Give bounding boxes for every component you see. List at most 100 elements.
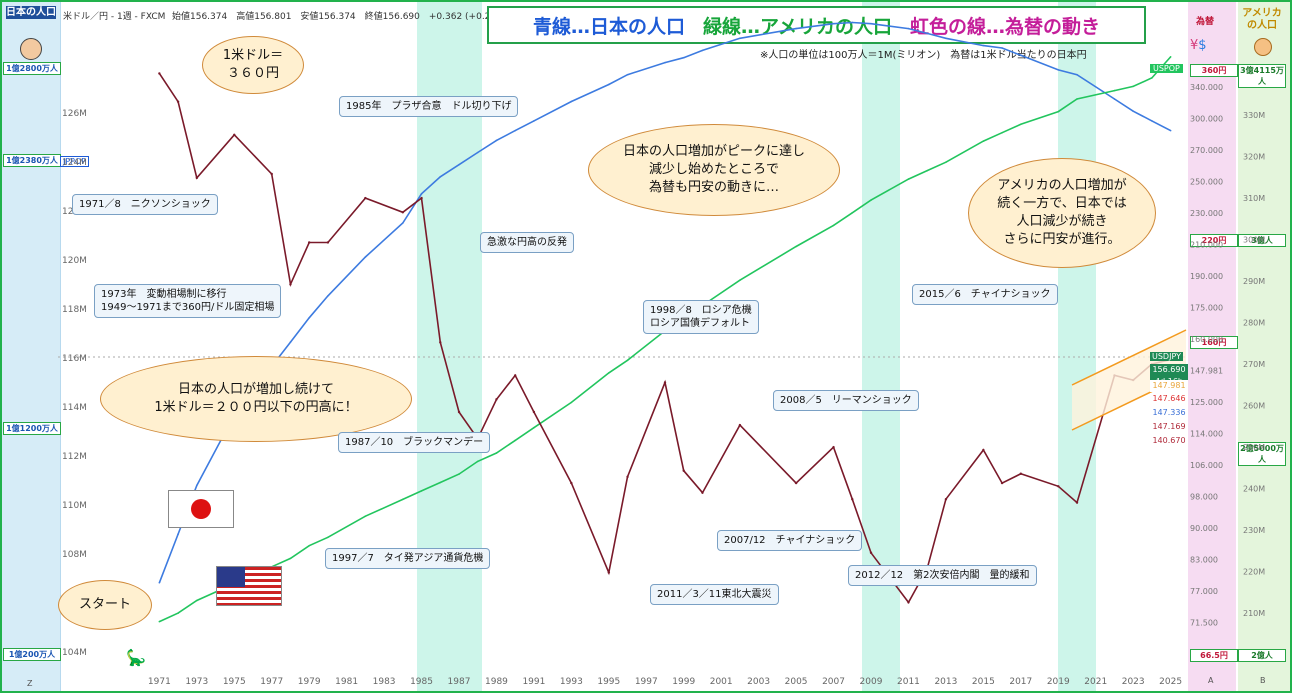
pop-axis-tick: 300M: [1243, 236, 1265, 245]
series-1-point: [1001, 131, 1003, 134]
usdjpy-tag: USDJPY: [1150, 352, 1183, 361]
x-tick-label: 2007: [822, 677, 845, 687]
series-1-point: [832, 224, 835, 227]
series-1-point: [439, 481, 442, 484]
left-label-1: 1億2800万人: [3, 62, 61, 75]
fx-axis-tick: 83.000: [1190, 556, 1218, 565]
left-axis-tick: 112M: [62, 452, 87, 462]
series-1-point: [570, 401, 573, 404]
series-1-point: [458, 473, 460, 475]
series-0-point: [701, 49, 704, 52]
x-tick-label: 1981: [335, 677, 358, 687]
series-0-point: [570, 100, 573, 103]
fx-axis-tick: 114.000: [1190, 430, 1223, 439]
last-price-tag: 156.690: [1150, 364, 1188, 376]
left-label-3: 1億1200万人: [3, 422, 61, 435]
series-2-point: [1000, 481, 1004, 485]
level-4: 147.169: [1150, 421, 1188, 433]
x-tick-label: 1971: [148, 677, 171, 687]
level-3: 147.336: [1150, 407, 1188, 419]
fx-axis-tick: 71.500: [1190, 619, 1218, 628]
fx-axis-tick: 160.000: [1190, 335, 1223, 344]
x-tick-label: 2023: [1122, 677, 1145, 687]
left-label-4: 1億200万人: [3, 648, 61, 661]
x-tick-label: 1977: [260, 677, 283, 687]
series-0-point: [739, 37, 741, 40]
x-tick-label: 1989: [485, 677, 508, 687]
series-0-point: [1169, 129, 1172, 132]
jppop-tag: JPPOP: [60, 156, 90, 167]
series-2-point: [682, 469, 685, 472]
series-2-point: [176, 100, 180, 103]
series-0-point: [1132, 110, 1134, 112]
level-1: 147.981: [1150, 380, 1188, 392]
avatar-icon: [20, 38, 42, 60]
fx-footer: A: [1208, 676, 1214, 685]
callout-china-2007: 2007/12 チャイナショック: [717, 530, 863, 551]
callout-asia: 1997／7 タイ発アジア通貨危機: [325, 548, 491, 569]
series-0-point: [1076, 73, 1078, 76]
x-tick-label: 1983: [373, 677, 396, 687]
series-2-point: [851, 498, 854, 501]
series-1-point: [626, 359, 629, 362]
callout-black-monday: 1987／10 ブラックマンデー: [338, 432, 491, 453]
pop-axis-tick: 230M: [1243, 526, 1265, 535]
left-axis-tick: 114M: [62, 403, 87, 413]
x-tick-label: 2021: [1084, 677, 1107, 687]
fx-label-2: 220円: [1190, 234, 1238, 247]
pop-axis-tick: 250M: [1243, 443, 1265, 452]
series-0-point: [177, 533, 179, 535]
pop-axis-tick: 210M: [1243, 609, 1265, 618]
bubble-population-peak: 日本の人口増加がピークに達し 減少し始めたところで 為替も円安の動きに…: [588, 124, 840, 216]
series-1-point: [982, 140, 985, 142]
series-2-point: [289, 283, 292, 286]
series-0-point: [514, 129, 516, 132]
series-2-point: [626, 475, 629, 479]
fx-axis-tick: 175.000: [1190, 304, 1223, 313]
series-line-0: [158, 21, 1171, 583]
price-channel-top: [1071, 329, 1187, 386]
callout-abe: 2012／12 第2次安倍内閣 量的緩和: [848, 565, 1037, 586]
series-1-point: [1057, 110, 1060, 113]
x-tick-label: 1979: [298, 677, 321, 687]
series-0-point: [608, 83, 610, 86]
series-0-point: [308, 316, 310, 319]
series-0-point: [476, 151, 479, 154]
series-0-point: [982, 44, 985, 47]
series-2-point: [195, 176, 199, 180]
callout-russia: 1998／8 ロシア危機 ロシア国債デフォルト: [643, 300, 759, 334]
instrument-info: 米ドル／円 - 1週 - FXCM: [63, 12, 166, 22]
series-0-point: [402, 222, 404, 224]
series-2-point: [401, 211, 405, 214]
series-1-point: [870, 199, 872, 201]
series-0-point: [1113, 98, 1116, 100]
x-tick-label: 2009: [860, 677, 883, 687]
x-tick-label: 1991: [522, 677, 545, 687]
series-0-point: [327, 295, 329, 297]
x-tick-label: 2001: [710, 677, 733, 687]
left-axis-tick: 124M: [62, 158, 87, 168]
series-1-point: [196, 599, 198, 602]
series-2-point: [457, 410, 461, 414]
series-1-point: [177, 612, 179, 614]
left-axis-tick: 120M: [62, 256, 87, 266]
fx-axis-tick: 230.000: [1190, 209, 1223, 218]
x-tick-label: 1985: [410, 677, 433, 687]
pop-axis-tick: 270M: [1243, 360, 1265, 369]
series-0-point: [364, 256, 367, 258]
series-0-point: [1001, 47, 1003, 49]
series-1-point: [364, 515, 367, 518]
x-tick-label: 2013: [934, 677, 957, 687]
fx-axis-tick: 77.000: [1190, 587, 1218, 596]
series-2-point: [794, 481, 798, 485]
left-panel-heading: 日本の人口: [6, 6, 56, 19]
x-tick-label: 1973: [185, 677, 208, 687]
fx-axis-tick: 125.000: [1190, 398, 1223, 407]
series-2-point: [270, 172, 273, 176]
series-2-point: [1019, 472, 1023, 475]
right-panel-us: [1238, 2, 1290, 691]
x-tick-label: 1999: [672, 677, 695, 687]
callout-rebound: 急激な円高の反発: [480, 232, 574, 253]
pop-axis-tick: 280M: [1243, 319, 1265, 328]
